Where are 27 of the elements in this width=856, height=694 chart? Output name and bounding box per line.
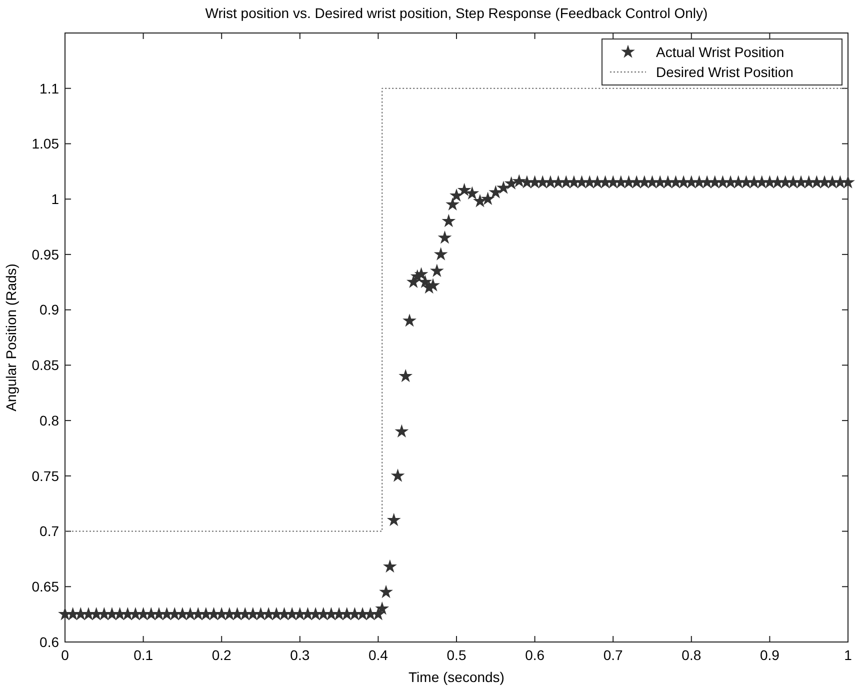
y-tick-label: 1 xyxy=(51,190,60,207)
y-tick-label: 0.75 xyxy=(32,468,60,484)
x-tick-label: 0.7 xyxy=(603,647,624,663)
y-tick-label: 0.9 xyxy=(40,302,60,318)
y-tick-label: 0.85 xyxy=(32,357,60,374)
x-tick-label: 0.9 xyxy=(760,647,780,663)
x-tick-label: 0.2 xyxy=(212,647,232,663)
legend-label: Actual Wrist Position xyxy=(656,44,784,60)
y-tick-label: 0.95 xyxy=(32,246,60,262)
x-tick-label: 0 xyxy=(61,647,70,663)
chart-title: Wrist position vs. Desired wrist position, Step Response (Feedback Control Only) xyxy=(205,5,708,21)
x-tick-label: 1 xyxy=(844,647,852,663)
x-tick-label: 0.3 xyxy=(290,647,310,663)
y-axis-title: Angular Position (Rads) xyxy=(3,264,19,412)
x-tick-label: 0.8 xyxy=(682,647,702,663)
x-tick-label: 0.5 xyxy=(446,647,466,663)
y-tick-label: 1.1 xyxy=(40,80,60,96)
x-tick-label: 0.1 xyxy=(134,647,154,663)
y-tick-label: 0.65 xyxy=(32,578,60,595)
y-tick-label: 0.7 xyxy=(40,523,60,540)
legend-label: Desired Wrist Position xyxy=(656,64,794,80)
x-axis-title: Time (seconds) xyxy=(408,669,504,685)
y-tick-label: 0.8 xyxy=(40,412,60,428)
y-tick-label: 0.6 xyxy=(40,634,60,650)
y-tick-label: 1.05 xyxy=(32,136,60,152)
x-tick-label: 0.4 xyxy=(368,647,388,663)
x-tick-label: 0.6 xyxy=(525,647,545,663)
